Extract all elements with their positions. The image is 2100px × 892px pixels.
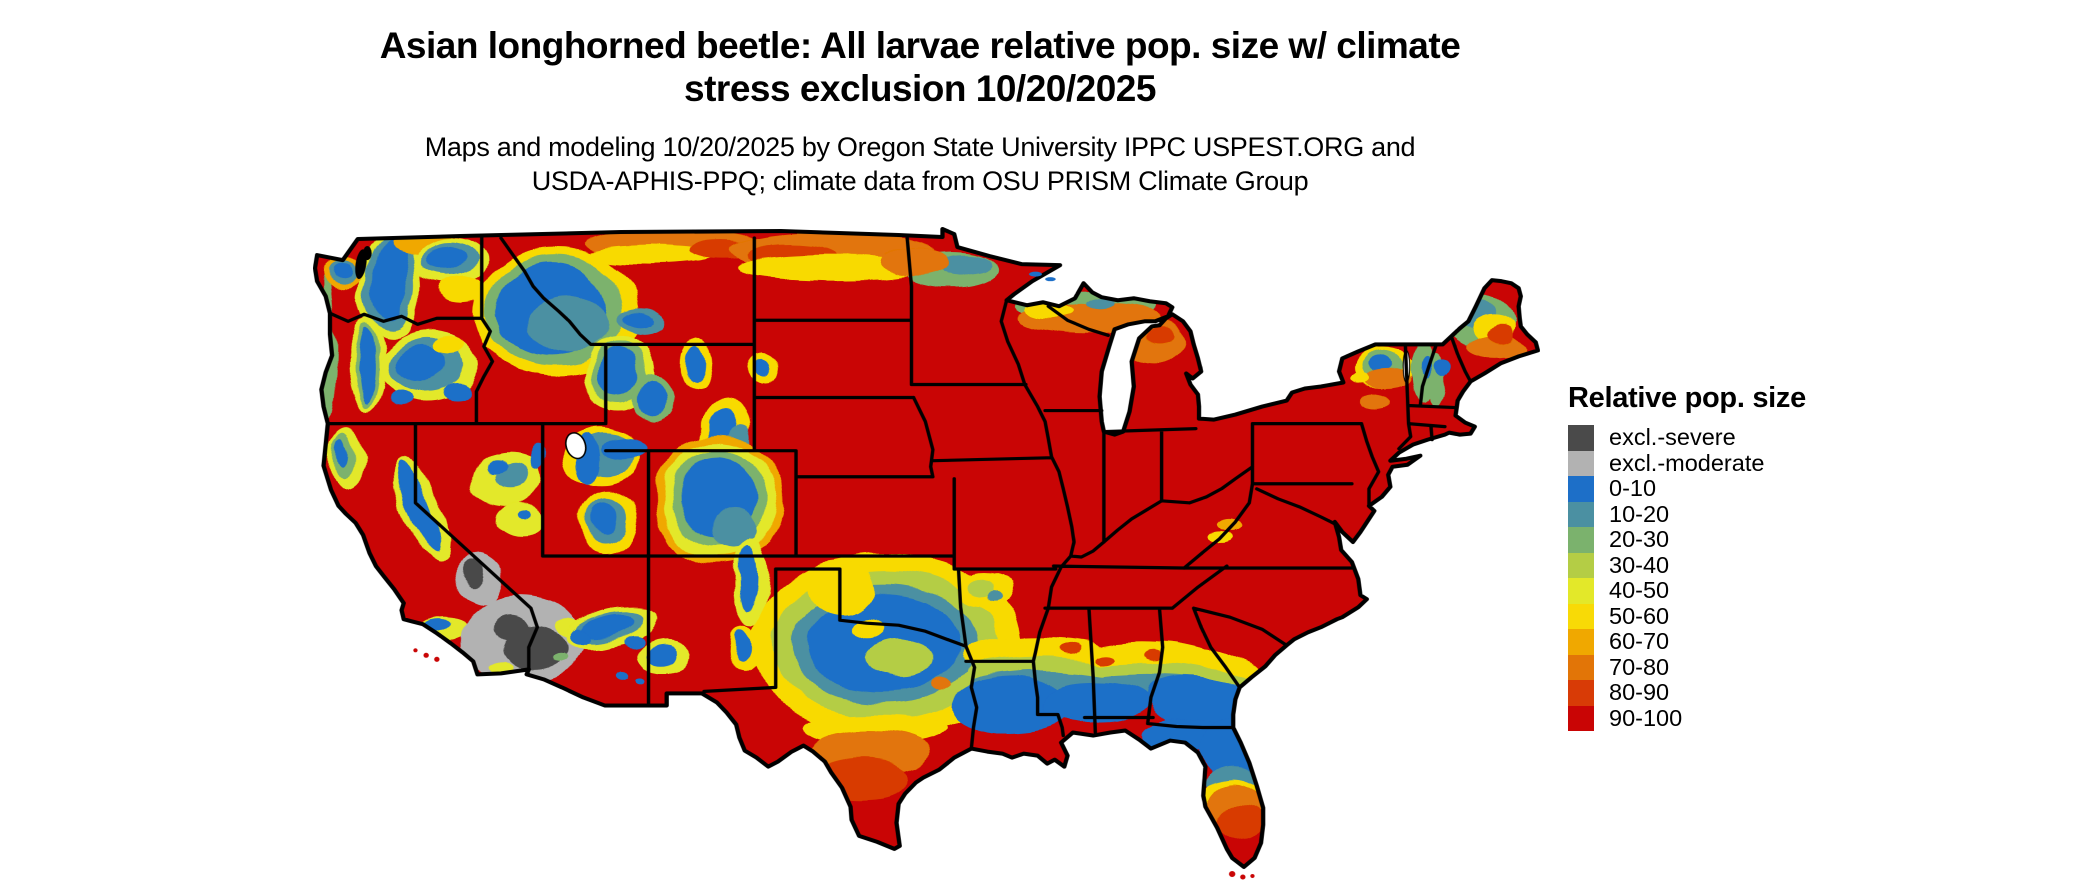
florida-keys-dot [1240,874,1246,880]
legend-title: Relative pop. size [1568,382,1806,414]
map-headings: Asian longhorned beetle: All larvae rela… [0,0,1840,198]
map-region [300,226,1540,888]
state-borders [326,235,1473,751]
raster-patches [320,229,1528,842]
legend-item-b60: 60-70 [1568,628,1806,655]
legend-item-b40: 40-50 [1568,577,1806,604]
legend-swatch [1568,450,1594,476]
legend-swatch [1568,527,1594,553]
legend-swatch [1568,476,1594,502]
legend-item-b50: 50-60 [1568,602,1806,629]
legend-items: excl.-severe excl.-moderate 0-10 10-20 2… [1568,424,1806,731]
legend-item-b70: 70-80 [1568,653,1806,680]
legend-label: 40-50 [1609,577,1670,604]
puget-sound-water [363,246,372,261]
legend-label: 20-30 [1609,526,1670,553]
isle-royale-dot [1045,277,1056,282]
title-line-1: Asian longhorned beetle: All larvae rela… [379,25,1461,66]
subtitle-line-2: USDA-APHIS-PPQ; climate data from OSU PR… [531,166,1309,196]
florida-keys-dot [1250,873,1255,878]
legend-label: 50-60 [1609,602,1670,629]
legend-item-b0: 0-10 [1568,475,1806,502]
page-title: Asian longhorned beetle: All larvae rela… [0,24,1840,110]
legend-label: 30-40 [1609,551,1670,578]
page-subtitle: Maps and modeling 10/20/2025 by Oregon S… [0,130,1840,198]
legend-item-b20: 20-30 [1568,526,1806,553]
isle-royale-dot [1029,271,1042,277]
legend-label: 70-80 [1609,653,1670,680]
legend-item-b90: 90-100 [1568,704,1806,731]
florida-keys-dot [1228,870,1236,877]
map-legend: Relative pop. size excl.-severe excl.-mo… [1568,382,1806,731]
legend-swatch [1568,603,1594,629]
water-and-islands [355,246,1255,880]
channel-island-dot [423,652,429,658]
subtitle-line-1: Maps and modeling 10/20/2025 by Oregon S… [424,132,1416,162]
legend-item-exclsev: excl.-severe [1568,424,1806,451]
legend-label: excl.-severe [1609,424,1736,451]
great-salt-lake [565,432,587,460]
legend-swatch [1568,425,1594,451]
legend-label: 90-100 [1609,704,1683,731]
legend-item-b80: 80-90 [1568,679,1806,706]
legend-label: 0-10 [1609,475,1657,502]
channel-island-dot [434,656,440,662]
legend-swatch [1568,552,1594,578]
legend-item-b10: 10-20 [1568,500,1806,527]
legend-item-exclmod: excl.-moderate [1568,449,1806,476]
legend-label: 10-20 [1609,500,1670,527]
legend-swatch [1568,654,1594,680]
legend-label: 60-70 [1609,628,1670,655]
channel-island-dot [413,648,418,653]
legend-label: excl.-moderate [1609,449,1765,476]
legend-item-b30: 30-40 [1568,551,1806,578]
legend-swatch [1568,578,1594,604]
legend-swatch [1568,501,1594,527]
legend-label: 80-90 [1609,679,1670,706]
legend-swatch [1568,705,1594,731]
us-map-figure [300,226,1540,880]
title-line-2: stress exclusion 10/20/2025 [684,68,1156,109]
legend-swatch [1568,680,1594,706]
legend-swatch [1568,629,1594,655]
